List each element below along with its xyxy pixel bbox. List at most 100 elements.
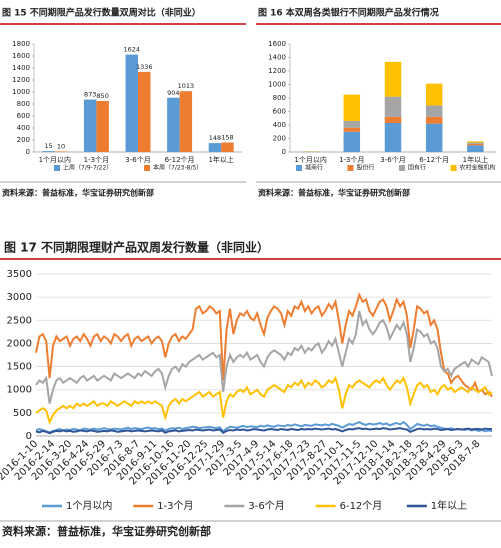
y-tick-label: 1600 bbox=[268, 40, 286, 48]
data-label: 1013 bbox=[178, 82, 195, 90]
chart-title: 图 16 本双周各类银行不同期限产品发行情况 bbox=[258, 7, 439, 19]
legend-label: 本周（7/23-8/5） bbox=[153, 164, 202, 172]
legend-label: 6-12个月 bbox=[340, 500, 383, 512]
bar-segment bbox=[343, 120, 361, 128]
bar-segment bbox=[384, 122, 402, 152]
bar bbox=[42, 151, 55, 152]
x-tick-label: 1个月以内 bbox=[39, 155, 71, 164]
bar-segment bbox=[467, 141, 484, 143]
bar-segment bbox=[343, 94, 361, 121]
x-tick-label: 1年以上 bbox=[463, 155, 488, 164]
x-tick-label: 1年以上 bbox=[208, 155, 233, 164]
legend-label: 农村金融机构 bbox=[460, 164, 496, 172]
bar-segment bbox=[425, 83, 443, 106]
legend-label: 股份行 bbox=[357, 164, 375, 172]
legend-marker bbox=[399, 165, 405, 171]
chart-title: 图 17 不同期限理财产品双周发行数量（非同业） bbox=[4, 240, 269, 255]
data-label: 904 bbox=[167, 89, 179, 97]
y-tick-label: 400 bbox=[273, 121, 286, 129]
bar bbox=[179, 91, 193, 152]
series-line bbox=[35, 310, 493, 404]
bar-segment bbox=[425, 105, 443, 117]
bar bbox=[208, 143, 222, 152]
bar-segment bbox=[425, 123, 443, 152]
bar-segment bbox=[343, 127, 361, 132]
data-label: 158 bbox=[221, 134, 233, 142]
y-tick-label: 3000 bbox=[7, 292, 32, 303]
source-note: 资料来源：普益标准，华宝证券研究创新部 bbox=[2, 524, 211, 538]
y-tick-label: 1400 bbox=[268, 54, 286, 62]
y-tick-label: 2000 bbox=[7, 338, 32, 349]
legend-label: 城商行 bbox=[305, 164, 323, 172]
legend-marker bbox=[54, 165, 60, 171]
series-line bbox=[35, 375, 493, 425]
bar bbox=[167, 97, 180, 152]
data-label: 148 bbox=[209, 134, 221, 142]
x-tick-label: 3-6个月 bbox=[380, 156, 405, 164]
bar-segment bbox=[425, 116, 443, 124]
y-tick-label: 500 bbox=[13, 408, 32, 419]
bar-segment bbox=[467, 142, 484, 144]
y-tick-label: 600 bbox=[17, 112, 30, 120]
bar bbox=[125, 54, 138, 153]
legend-label: 3-6个月 bbox=[248, 500, 284, 512]
x-tick-label: 1个月以内 bbox=[294, 155, 326, 164]
y-tick-label: 0 bbox=[26, 148, 30, 156]
y-tick-label: 600 bbox=[273, 108, 286, 116]
y-tick-label: 1600 bbox=[12, 52, 30, 60]
y-tick-label: 1000 bbox=[268, 81, 286, 89]
bar-segment bbox=[384, 116, 402, 123]
x-tick-label: 6-12个月 bbox=[419, 156, 449, 164]
y-tick-label: 800 bbox=[17, 100, 30, 108]
bar bbox=[96, 101, 109, 152]
y-tick-label: 3500 bbox=[7, 269, 32, 280]
legend-marker bbox=[144, 165, 150, 171]
y-tick-label: 0 bbox=[282, 148, 286, 156]
legend-marker bbox=[347, 165, 354, 171]
source-note: 资料来源：普益标准，华宝证券研究创新部 bbox=[258, 188, 410, 198]
y-tick-label: 1200 bbox=[268, 67, 286, 75]
bar-segment bbox=[384, 61, 402, 97]
bar-segment bbox=[343, 131, 361, 152]
bar-segment bbox=[384, 96, 402, 117]
series-line bbox=[35, 292, 493, 398]
y-tick-label: 1400 bbox=[12, 64, 30, 72]
bar-segment bbox=[467, 143, 484, 146]
data-label: 15 bbox=[44, 142, 52, 150]
legend-label: 国有行 bbox=[408, 164, 426, 172]
data-label: 850 bbox=[96, 92, 108, 100]
bar bbox=[221, 142, 234, 152]
y-tick-label: 2500 bbox=[7, 315, 32, 326]
chart-title: 图 15 不同期限产品发行数量双周对比（非同业） bbox=[2, 7, 201, 19]
legend-marker bbox=[296, 165, 302, 171]
y-tick-label: 200 bbox=[273, 135, 286, 143]
source-note: 资料来源：普益标准，华宝证券研究创新部 bbox=[2, 188, 154, 198]
series-line bbox=[35, 420, 493, 434]
y-tick-label: 400 bbox=[17, 124, 30, 132]
y-tick-label: 1800 bbox=[12, 40, 30, 48]
y-tick-label: 1500 bbox=[7, 362, 32, 373]
x-tick-label: 1-3个月 bbox=[84, 156, 109, 164]
bar bbox=[83, 99, 97, 152]
data-label: 1624 bbox=[123, 46, 140, 54]
legend-label: 1个月以内 bbox=[66, 499, 112, 512]
y-tick-label: 0 bbox=[26, 431, 32, 442]
legend-marker bbox=[450, 165, 457, 171]
y-tick-label: 1000 bbox=[12, 88, 30, 96]
x-tick-label: 1-3个月 bbox=[339, 156, 364, 164]
data-label: 1336 bbox=[136, 63, 153, 71]
x-tick-label: 6-12个月 bbox=[165, 156, 195, 164]
legend-label: 1年以上 bbox=[431, 499, 467, 512]
bar bbox=[54, 151, 68, 152]
bar bbox=[138, 71, 151, 152]
y-tick-label: 200 bbox=[17, 136, 30, 144]
legend-label: 1-3个月 bbox=[157, 500, 193, 512]
data-label: 10 bbox=[57, 142, 65, 150]
y-tick-label: 800 bbox=[273, 94, 286, 102]
x-tick-label: 3-6个月 bbox=[125, 156, 150, 164]
y-tick-label: 1200 bbox=[12, 76, 30, 84]
y-tick-label: 1000 bbox=[7, 385, 32, 396]
legend-label: 上周（7/9-7/22） bbox=[63, 164, 112, 172]
bar-segment bbox=[467, 145, 484, 152]
